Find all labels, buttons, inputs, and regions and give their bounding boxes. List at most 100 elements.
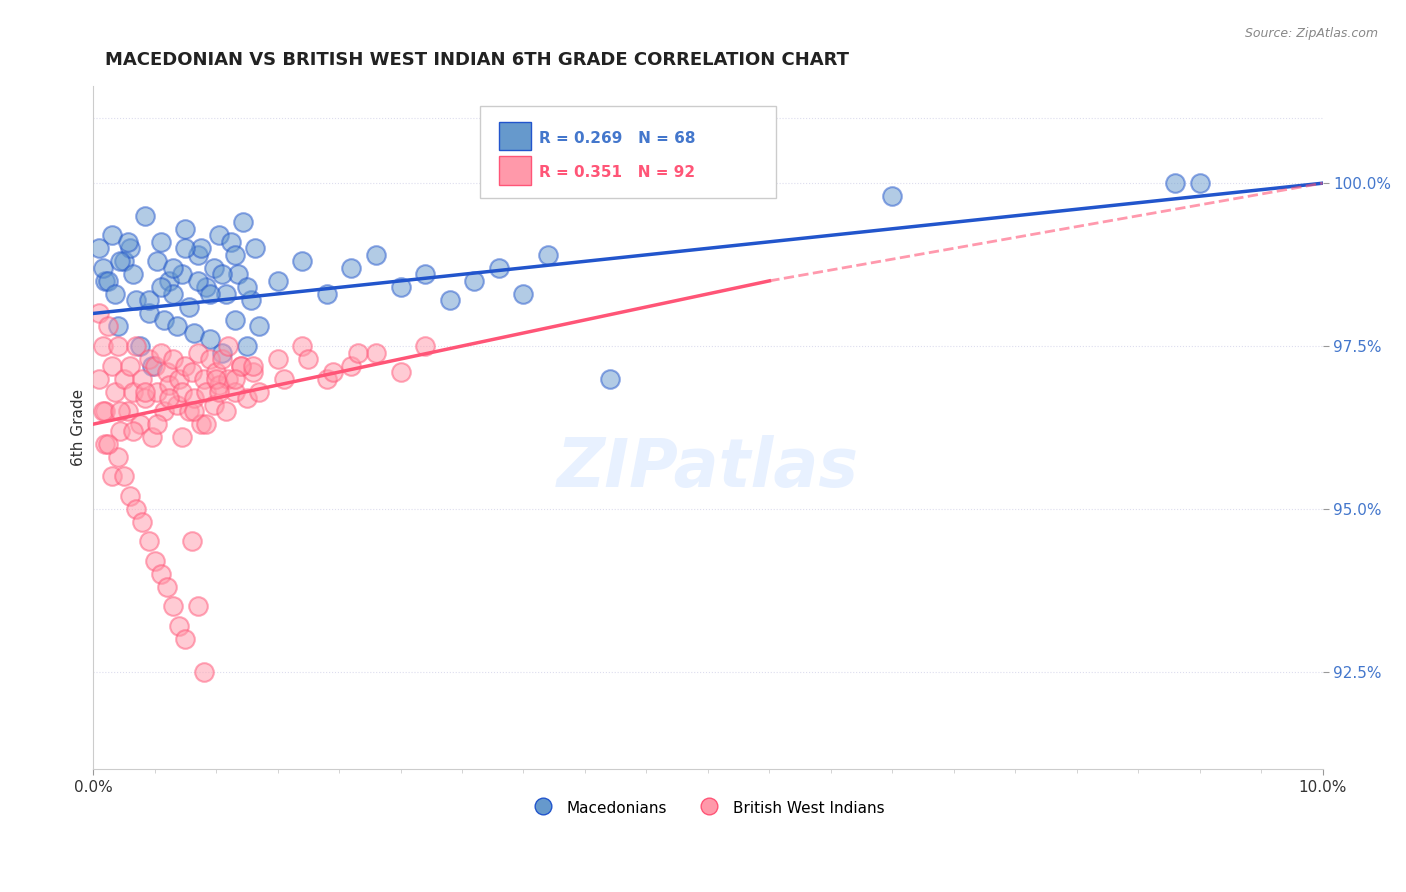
Point [170,268,193,282]
Point [157,391,180,405]
Point [91,404,114,418]
Point [104,384,127,399]
Point [153,313,176,327]
Point [107,450,129,464]
Point [129,339,152,353]
Point [236,391,259,405]
Point [242,359,264,373]
Point [120,241,142,255]
Point [170,430,193,444]
Point [156,580,179,594]
Point [110,254,132,268]
Point [174,632,197,646]
Point [121,384,143,399]
Point [146,254,169,268]
Point [110,404,132,418]
Point [112,371,135,385]
Point [242,365,264,379]
Text: R = 0.269   N = 68: R = 0.269 N = 68 [540,130,696,145]
Point [239,293,262,308]
Point [110,424,132,438]
Point [488,260,510,275]
Point [229,359,252,373]
Point [1164,176,1187,190]
Point [195,417,218,432]
Point [245,241,267,255]
Point [138,293,160,308]
Point [121,424,143,438]
Point [153,404,176,418]
Point [129,417,152,432]
Point [166,398,188,412]
Point [97,319,120,334]
Point [174,221,197,235]
Point [217,339,239,353]
Point [174,241,197,255]
Point [198,286,221,301]
Point [91,260,114,275]
Point [247,319,270,334]
Point [187,248,209,262]
Point [125,293,148,308]
Point [224,248,246,262]
Point [141,430,163,444]
Point [226,268,249,282]
Point [183,391,205,405]
Point [463,274,485,288]
Point [146,384,169,399]
Point [134,391,156,405]
Point [364,345,387,359]
Point [149,235,172,249]
Point [211,345,233,359]
Point [131,371,153,385]
Point [89,241,111,255]
Point [187,345,209,359]
Y-axis label: 6th Grade: 6th Grade [72,389,86,466]
Text: ZIPatlas: ZIPatlas [557,435,859,501]
Point [198,333,221,347]
Point [97,436,120,450]
Point [138,534,160,549]
Point [211,351,233,366]
Point [291,339,314,353]
Point [134,209,156,223]
Point [340,359,363,373]
Point [211,268,233,282]
FancyBboxPatch shape [499,121,531,151]
Point [162,260,184,275]
Point [512,286,534,301]
Point [180,365,202,379]
Point [266,351,288,366]
Point [177,300,200,314]
Point [166,319,188,334]
Point [89,306,111,320]
Point [413,339,436,353]
Point [107,339,129,353]
Point [1188,176,1211,190]
Point [162,286,184,301]
Point [89,371,111,385]
Point [146,417,169,432]
Point [138,351,160,366]
Point [91,339,114,353]
Point [236,280,259,294]
Point [107,319,129,334]
Point [232,215,254,229]
Point [205,365,228,379]
Point [340,260,363,275]
Point [215,404,238,418]
Point [131,515,153,529]
Point [121,268,143,282]
Point [157,274,180,288]
Point [229,359,252,373]
Text: MACEDONIAN VS BRITISH WEST INDIAN 6TH GRADE CORRELATION CHART: MACEDONIAN VS BRITISH WEST INDIAN 6TH GR… [105,51,849,69]
Point [104,286,127,301]
Point [143,359,166,373]
Point [315,371,337,385]
Point [94,436,117,450]
Point [322,365,344,379]
Point [167,619,190,633]
Point [112,254,135,268]
Point [190,417,212,432]
Point [141,359,163,373]
